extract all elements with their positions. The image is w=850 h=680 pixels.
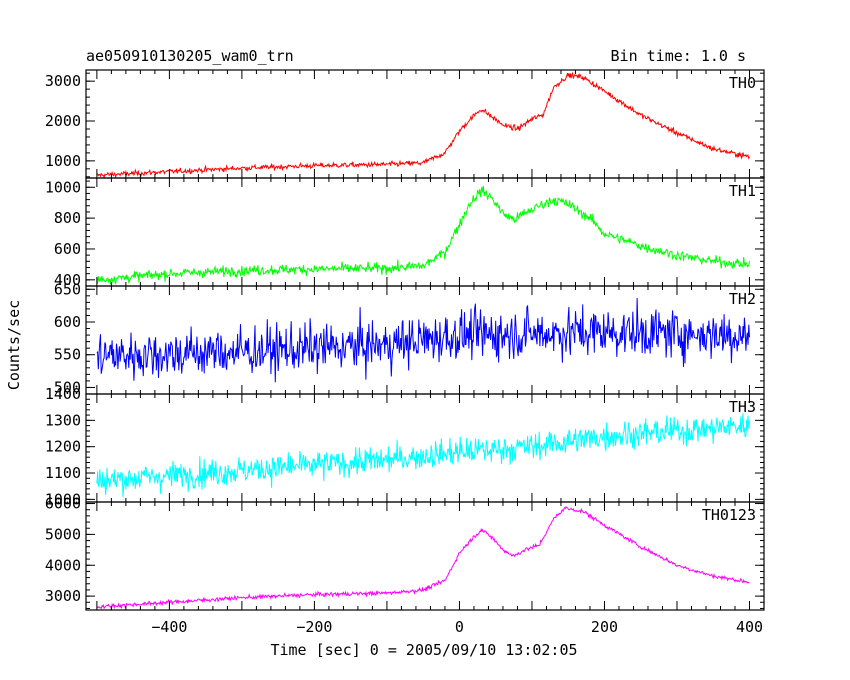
series-label-th0: TH0	[729, 74, 756, 92]
series-th0-line	[96, 71, 750, 179]
series-label-th0123: TH0123	[702, 506, 756, 524]
y-tick-label: 650	[54, 280, 81, 298]
y-tick-label: 2000	[45, 112, 81, 130]
series-th3-line	[96, 413, 750, 498]
y-tick-label: 500	[54, 378, 81, 396]
x-tick-label: −400	[151, 618, 187, 636]
y-tick-label: 6000	[45, 495, 81, 513]
y-tick-label: 4000	[45, 556, 81, 574]
x-axis-label: Time [sec] 0 = 2005/09/10 13:02:05	[270, 641, 577, 659]
y-tick-label: 1100	[45, 464, 81, 482]
series-th1-line	[96, 185, 750, 286]
x-tick-label: 400	[736, 618, 763, 636]
y-tick-label: 5000	[45, 525, 81, 543]
series-label-th1: TH1	[729, 182, 756, 200]
y-tick-label: 600	[54, 313, 81, 331]
x-tick-label: −200	[296, 618, 332, 636]
x-tick-label: 0	[455, 618, 464, 636]
chart-title: ae050910130205_wam0_trn	[86, 47, 294, 65]
y-tick-label: 1000	[45, 490, 81, 508]
y-tick-label: 600	[54, 240, 81, 258]
y-tick-label: 3000	[45, 72, 81, 90]
series-th0123-line	[96, 505, 750, 611]
y-tick-label: 3000	[45, 587, 81, 605]
panel-frame-th0123	[85, 501, 765, 611]
series-label-th3: TH3	[729, 398, 756, 416]
bin-time-label: Bin time: 1.0 s	[611, 47, 746, 65]
y-tick-label: 1300	[45, 411, 81, 429]
y-tick-label: 1200	[45, 438, 81, 456]
series-label-th2: TH2	[729, 290, 756, 308]
series-th2-line	[96, 297, 750, 383]
y-tick-label: 1000	[45, 178, 81, 196]
y-tick-label: 400	[54, 271, 81, 289]
y-tick-label: 1000	[45, 152, 81, 170]
y-tick-label: 800	[54, 209, 81, 227]
y-tick-label: 1400	[45, 385, 81, 403]
y-axis-label: Counts/sec	[5, 300, 23, 390]
x-tick-label: 200	[591, 618, 618, 636]
y-tick-label: 550	[54, 346, 81, 364]
